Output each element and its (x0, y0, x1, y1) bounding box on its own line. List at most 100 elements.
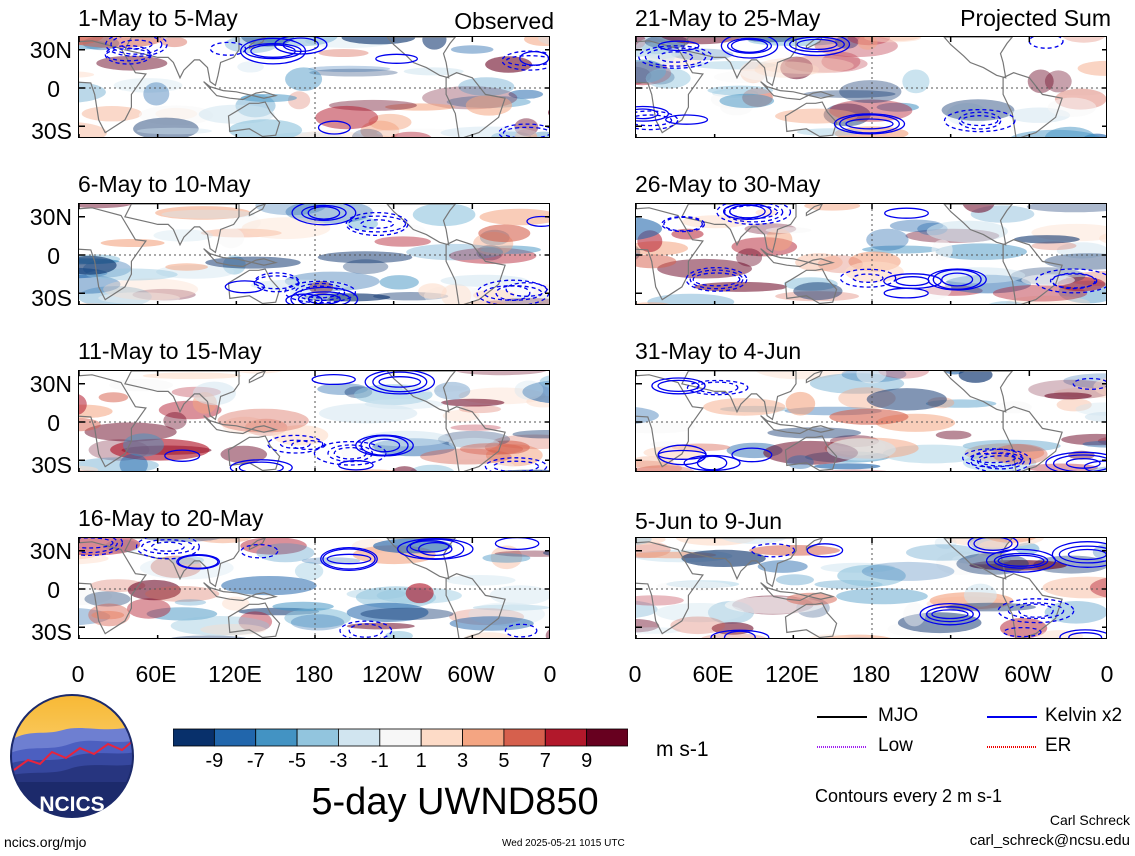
anomaly-shading (1007, 107, 1071, 123)
anomaly-shading (864, 37, 922, 43)
panel-svg-3 (79, 371, 549, 471)
coastline (203, 81, 278, 101)
coastline (784, 268, 838, 304)
anomaly-shading (127, 579, 181, 601)
coastline (636, 541, 704, 635)
coastline (445, 239, 506, 304)
anomaly-shading (786, 455, 814, 469)
anomaly-shading (1044, 253, 1106, 270)
anomaly-shading (376, 128, 463, 137)
panel-svg-2 (79, 204, 549, 304)
anomaly-shading (956, 552, 1029, 575)
anomaly-shading (412, 204, 476, 227)
anomaly-shading (406, 243, 503, 261)
anomaly-shading (636, 465, 695, 471)
kelvin-contour (338, 460, 374, 471)
kelvin-contour (364, 371, 436, 395)
anomaly-shading (524, 37, 549, 46)
kelvin-contour (290, 286, 359, 304)
website: ncics.org/mjo (4, 834, 87, 850)
anomaly-shading (374, 236, 431, 247)
kelvin-contour (884, 207, 929, 219)
anomaly-shading (352, 128, 383, 137)
anomaly-shading (962, 204, 995, 213)
coastline (386, 371, 457, 413)
anomaly-shading (285, 67, 323, 91)
anomaly-shading (785, 391, 816, 416)
author-email: carl_schreck@ncsu.edu (969, 832, 1130, 849)
panel-svg-1 (79, 37, 549, 137)
legend-label-kelvin: Kelvin x2 (1045, 705, 1123, 726)
figure-title: 5-day UWND850 (311, 781, 599, 823)
lon-tick: 0 (1100, 661, 1114, 687)
kelvin-contour (783, 37, 851, 57)
projected-label: Projected Sum (960, 5, 1111, 31)
anomaly-shading (308, 65, 391, 73)
kelvin-contour (1049, 273, 1098, 289)
anomaly-shading (1089, 577, 1106, 598)
legend-label-er: ER (1045, 735, 1072, 756)
kelvin-contour (729, 204, 766, 219)
anomaly-shading (153, 229, 213, 242)
anomaly-shading (143, 82, 170, 106)
contour-note: Contours every 2 m s-1 (815, 786, 1003, 806)
kelvin-contour (839, 268, 897, 288)
anomaly-shading (935, 243, 1027, 260)
anomaly-shading (480, 245, 541, 254)
anomaly-shading (935, 267, 1026, 284)
coastline (227, 602, 281, 638)
anomaly-shading (992, 284, 1088, 302)
anomaly-shading (866, 228, 909, 251)
lat-tick-0: 0 (47, 243, 60, 269)
anomaly-shading (138, 105, 214, 126)
anomaly-shading (79, 204, 134, 209)
lat-tick-30s: 30S (31, 452, 72, 478)
anomaly-shading (514, 129, 538, 137)
lon-tick: 0 (71, 661, 85, 687)
anomaly-shading (161, 209, 255, 219)
anomaly-shading (1062, 37, 1105, 43)
anomaly-shading (155, 206, 251, 220)
coastline (227, 101, 281, 137)
lat-tick-0: 0 (47, 410, 60, 436)
anomaly-shading (757, 560, 808, 573)
author: Carl Schreck (1049, 812, 1130, 828)
coastline (79, 541, 147, 635)
kelvin-contour (1045, 451, 1106, 471)
kelvin-contour (1028, 37, 1064, 49)
kelvin-contour (941, 272, 974, 287)
kelvin-contour (494, 538, 540, 551)
anomaly-shading (142, 372, 242, 380)
anomaly-shading (301, 557, 361, 565)
anomaly-shading (103, 278, 199, 301)
anomaly-shading (783, 277, 838, 291)
colorbar-swatch (255, 728, 298, 747)
kelvin-contour (724, 204, 784, 223)
colorbar-swatch (213, 728, 257, 747)
anomaly-shading (385, 631, 413, 638)
kelvin-contour (839, 114, 900, 134)
kelvin-contour (943, 108, 1016, 133)
colorbar-tick-label: 1 (415, 750, 427, 772)
kelvin-contour (375, 53, 419, 64)
anomaly-shading (755, 208, 777, 217)
kelvin-contour (967, 538, 1019, 554)
anomaly-shading (338, 469, 396, 471)
map-panel-7 (635, 370, 1107, 472)
kelvin-contour (665, 114, 709, 125)
panel-svg-7 (636, 371, 1106, 471)
kelvin-contour (919, 602, 981, 626)
anomaly-shading (538, 37, 549, 45)
anomaly-shading (318, 49, 369, 57)
kelvin-contour (483, 285, 543, 301)
anomaly-shading (315, 105, 379, 130)
anomaly-shading (272, 601, 334, 612)
panel-title-7: 31-May to 4-Jun (635, 338, 802, 364)
kelvin-contour (1067, 548, 1106, 561)
map-panel-8 (635, 537, 1107, 639)
kelvin-contour (240, 543, 279, 559)
kelvin-contour (502, 126, 549, 137)
kelvin-contour (229, 459, 293, 471)
anomaly-shading (514, 380, 544, 400)
kelvin-contour (504, 623, 538, 638)
